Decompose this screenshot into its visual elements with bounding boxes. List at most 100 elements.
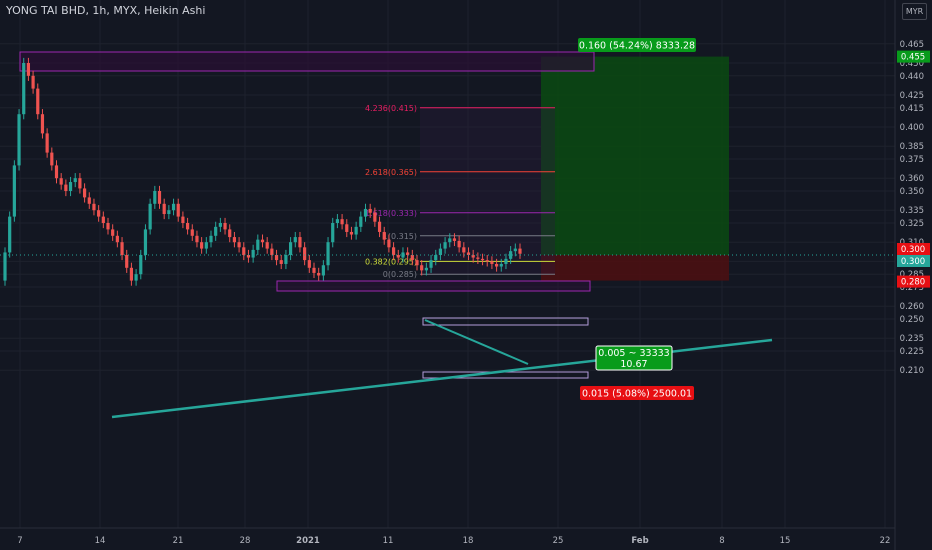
candle-body — [120, 242, 124, 255]
candle-body — [429, 260, 433, 268]
candle-body — [279, 260, 283, 264]
candle-body — [288, 242, 293, 255]
candle-body — [214, 226, 218, 236]
trendline-wedge — [424, 319, 529, 365]
candle-body — [73, 178, 77, 183]
candle-body — [452, 238, 457, 241]
trendline-support — [111, 338, 773, 419]
entry-label-line1: 0.005 ~ 33333 — [598, 348, 669, 359]
candle-body — [476, 257, 480, 259]
y-tick-label: 0.285 — [900, 270, 924, 280]
candle-body — [303, 247, 307, 261]
candle-body — [78, 178, 82, 189]
candle-body — [466, 252, 471, 255]
candle-body — [434, 255, 438, 261]
candle-body — [485, 260, 489, 262]
candle-body — [260, 239, 265, 243]
candle-body — [359, 216, 363, 227]
candle-body — [462, 247, 466, 253]
candle-body — [148, 203, 152, 230]
y-tick-label: 0.415 — [900, 104, 924, 114]
candle-body — [331, 223, 335, 243]
y-tick-label: 0.350 — [900, 187, 924, 197]
candle-body — [480, 258, 485, 261]
price-tag-bg — [897, 243, 930, 255]
candle-body — [443, 242, 447, 249]
candle-body — [293, 237, 297, 243]
candle-body — [134, 274, 138, 281]
x-tick-label: Feb — [631, 536, 648, 546]
y-tick-label: 0.465 — [900, 40, 924, 50]
candle-body — [256, 239, 260, 250]
candle-body — [45, 133, 49, 153]
y-tick-label: 0.275 — [900, 283, 924, 293]
y-tick-label: 0.400 — [900, 123, 924, 133]
y-tick-label: 0.375 — [900, 155, 924, 165]
candle-body — [490, 261, 494, 264]
candle-body — [321, 265, 325, 276]
candle-body — [401, 252, 405, 258]
candle-body — [420, 265, 424, 271]
range-box-small — [422, 317, 589, 326]
candle-body — [270, 248, 274, 255]
price-tag: 0.300 — [901, 245, 925, 255]
candle-body — [26, 63, 31, 76]
candle-body — [31, 75, 35, 89]
candle-body — [307, 260, 311, 268]
candle-body — [50, 152, 54, 166]
y-tick-label: 0.260 — [900, 302, 924, 312]
candle-body — [345, 224, 349, 232]
target-label: 0.160 (54.24%) 8333.28 — [579, 41, 695, 52]
candle-body — [157, 191, 162, 204]
candle-body — [54, 165, 59, 179]
price-tag: 0.280 — [901, 278, 925, 288]
candle-body — [176, 203, 180, 217]
chart-title: YONG TAI BHD, 1h, MYX, Heikin Ashi — [6, 4, 206, 17]
candle-body — [265, 242, 269, 249]
stop-label: 0.015 (5.08%) 2500.01 — [582, 389, 692, 400]
candle-body — [59, 178, 63, 185]
stop-label-bg — [580, 386, 694, 400]
candle-body — [340, 219, 344, 225]
y-tick-label: 0.235 — [900, 334, 924, 344]
x-tick-label: 22 — [880, 536, 891, 546]
candle-body — [354, 226, 358, 235]
range-box-mid — [276, 280, 591, 292]
fib-level-label: 0(0.285) — [383, 270, 417, 279]
price-tag: 0.300 — [901, 257, 925, 267]
candle-body — [162, 203, 166, 215]
candle-body — [373, 212, 377, 222]
candle-body — [36, 88, 40, 115]
candle-body — [111, 229, 115, 236]
fib-zone — [420, 107, 555, 275]
candle-body — [129, 267, 134, 281]
x-tick-label: 18 — [463, 536, 474, 546]
candle-body — [448, 238, 452, 243]
y-tick-label: 0.210 — [900, 366, 924, 376]
x-tick-label: 8 — [719, 536, 724, 546]
candle-body — [396, 255, 400, 258]
candle-body — [167, 210, 171, 215]
candle-body — [410, 255, 414, 261]
candle-body — [143, 229, 148, 255]
x-tick-label: 28 — [240, 536, 251, 546]
y-tick-label: 0.335 — [900, 206, 924, 216]
y-tick-label: 0.360 — [900, 174, 924, 184]
candle-body — [312, 267, 316, 273]
candle-body — [391, 247, 396, 255]
candle-body — [387, 239, 391, 248]
candle-body — [242, 247, 246, 255]
x-tick-label: 7 — [17, 536, 22, 546]
price-tag-bg — [897, 255, 930, 267]
candle-body — [335, 219, 340, 223]
candle-body — [190, 229, 194, 236]
price-tag: 0.455 — [901, 53, 925, 63]
candle-body — [209, 235, 213, 243]
candle-body — [223, 223, 227, 230]
candle-body — [101, 216, 105, 223]
currency-button[interactable]: MYR — [902, 3, 927, 20]
entry-label-bg — [595, 345, 673, 371]
candle-body — [438, 248, 443, 255]
candle-body — [40, 114, 45, 134]
